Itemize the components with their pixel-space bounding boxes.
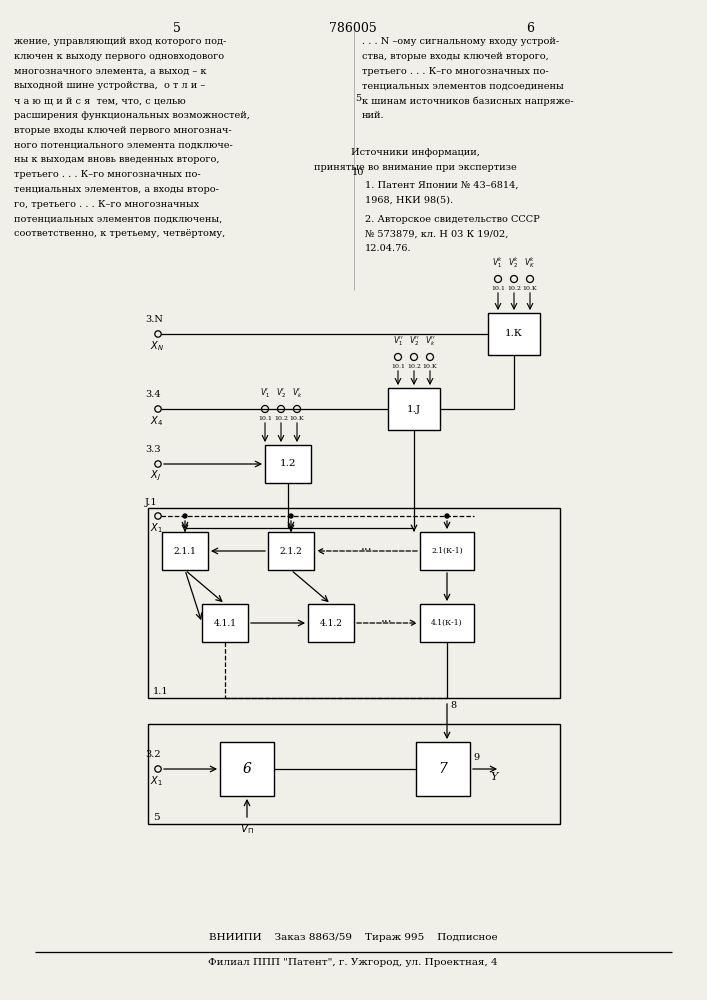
- Text: $V_{\Pi}$: $V_{\Pi}$: [240, 822, 254, 836]
- Text: 2.1(К-1): 2.1(К-1): [431, 547, 463, 555]
- Text: 786005: 786005: [329, 22, 377, 35]
- Text: вторые входы ключей первого многознач-: вторые входы ключей первого многознач-: [14, 126, 232, 135]
- Text: 1.2: 1.2: [280, 460, 296, 468]
- Text: 3.3: 3.3: [145, 445, 160, 454]
- Bar: [388, 388, 440, 430]
- Text: $V_1^k$: $V_1^k$: [492, 255, 503, 270]
- Bar: [488, 313, 540, 355]
- Text: $X_1$: $X_1$: [150, 774, 163, 788]
- Text: 5: 5: [153, 813, 160, 822]
- Text: го, третьего . . . К–го многозначных: го, третьего . . . К–го многозначных: [14, 200, 199, 209]
- Bar: [202, 604, 248, 642]
- Text: тенциальных элементов, а входы второ-: тенциальных элементов, а входы второ-: [14, 185, 219, 194]
- Bar: [416, 742, 470, 796]
- Text: к шинам источников базисных напряже-: к шинам источников базисных напряже-: [362, 96, 573, 106]
- Text: жение, управляющий вход которого под-: жение, управляющий вход которого под-: [14, 37, 226, 46]
- Bar: [268, 532, 314, 570]
- Text: ВНИИПИ    Заказ 8863/59    Тираж 995    Подписное: ВНИИПИ Заказ 8863/59 Тираж 995 Подписное: [209, 933, 497, 942]
- Text: 6: 6: [526, 22, 534, 35]
- Text: ...: ...: [361, 540, 373, 554]
- Text: выходной шине устройства,  о т л и –: выходной шине устройства, о т л и –: [14, 81, 205, 90]
- Text: 4.1(К-1): 4.1(К-1): [431, 619, 463, 627]
- Text: 10.K: 10.K: [522, 286, 537, 291]
- Text: 5: 5: [355, 94, 361, 103]
- Text: 10.K: 10.K: [290, 416, 304, 421]
- Text: 8: 8: [450, 701, 456, 710]
- Text: . . . N –ому сигнальному входу устрой-: . . . N –ому сигнальному входу устрой-: [362, 37, 559, 46]
- Text: 10.2: 10.2: [407, 364, 421, 369]
- Text: Источники информации,: Источники информации,: [351, 148, 479, 157]
- Text: 2.1.1: 2.1.1: [173, 546, 197, 556]
- Text: 6: 6: [243, 762, 252, 776]
- Bar: [420, 604, 474, 642]
- Text: $X_N$: $X_N$: [150, 339, 164, 353]
- Text: 2. Авторское свидетельство СССР: 2. Авторское свидетельство СССР: [365, 215, 539, 224]
- Text: ства, вторые входы ключей второго,: ства, вторые входы ключей второго,: [362, 52, 549, 61]
- Text: 10: 10: [352, 168, 364, 177]
- Text: 1.К: 1.К: [505, 330, 523, 338]
- Circle shape: [183, 514, 187, 518]
- Text: многозначного элемента, а выход – к: многозначного элемента, а выход – к: [14, 67, 206, 76]
- Text: 1.1: 1.1: [153, 687, 169, 696]
- Bar: [265, 445, 311, 483]
- Text: третьего . . . К–го многозначных по-: третьего . . . К–го многозначных по-: [14, 170, 201, 179]
- Text: 12.04.76.: 12.04.76.: [365, 244, 411, 253]
- Text: $V_1''$: $V_1''$: [392, 334, 404, 348]
- Text: № 573879, кл. Н 03 К 19/02,: № 573879, кл. Н 03 К 19/02,: [365, 229, 508, 238]
- Text: ны к выходам вновь введенных второго,: ны к выходам вновь введенных второго,: [14, 155, 219, 164]
- Text: 1. Патент Японии № 43–6814,: 1. Патент Японии № 43–6814,: [365, 181, 518, 190]
- Text: соответственно, к третьему, четвёртому,: соответственно, к третьему, четвёртому,: [14, 229, 226, 238]
- Bar: [148, 508, 560, 698]
- Text: 4.1.1: 4.1.1: [214, 618, 237, 628]
- Text: $X_4$: $X_4$: [150, 414, 163, 428]
- Bar: [148, 724, 560, 824]
- Text: ного потенциального элемента подключе-: ного потенциального элемента подключе-: [14, 141, 233, 150]
- Text: ключен к выходу первого одновходового: ключен к выходу первого одновходового: [14, 52, 224, 61]
- Text: 1.J: 1.J: [407, 404, 421, 414]
- Text: $V_K^k$: $V_K^k$: [525, 255, 536, 270]
- Circle shape: [445, 514, 449, 518]
- Text: тенциальных элементов подсоединены: тенциальных элементов подсоединены: [362, 81, 563, 90]
- Bar: [420, 532, 474, 570]
- Text: 10.1: 10.1: [491, 286, 505, 291]
- Text: $V_k''$: $V_k''$: [425, 334, 436, 348]
- Text: ...: ...: [381, 612, 393, 626]
- Bar: [308, 604, 354, 642]
- Text: $V_k'$: $V_k'$: [292, 386, 303, 400]
- Text: 7: 7: [438, 762, 448, 776]
- Text: 4.1.2: 4.1.2: [320, 618, 342, 628]
- Text: $X_J$: $X_J$: [150, 469, 161, 483]
- Text: Y: Y: [490, 772, 498, 782]
- Text: 3.4: 3.4: [145, 390, 160, 399]
- Text: принятые во внимание при экспертизе: принятые во внимание при экспертизе: [314, 163, 516, 172]
- Text: $V_1'$: $V_1'$: [260, 386, 270, 400]
- Text: расширения функциональных возможностей,: расширения функциональных возможностей,: [14, 111, 250, 120]
- Circle shape: [289, 514, 293, 518]
- Text: $V_2'$: $V_2'$: [276, 386, 286, 400]
- Text: 5: 5: [173, 22, 181, 35]
- Text: 3.2: 3.2: [145, 750, 160, 759]
- Text: $V_2''$: $V_2''$: [409, 334, 419, 348]
- Text: ч а ю щ и й с я  тем, что, с целью: ч а ю щ и й с я тем, что, с целью: [14, 96, 186, 105]
- Text: третьего . . . К–го многозначных по-: третьего . . . К–го многозначных по-: [362, 67, 549, 76]
- Text: Филиал ППП "Патент", г. Ужгород, ул. Проектная, 4: Филиал ППП "Патент", г. Ужгород, ул. Про…: [208, 958, 498, 967]
- Text: 10.2: 10.2: [507, 286, 521, 291]
- Text: 10.1: 10.1: [391, 364, 405, 369]
- Text: 10.1: 10.1: [258, 416, 272, 421]
- Text: 3.N: 3.N: [145, 315, 163, 324]
- Text: потенциальных элементов подключены,: потенциальных элементов подключены,: [14, 215, 222, 224]
- Text: 10.K: 10.K: [423, 364, 438, 369]
- Text: 2.1.2: 2.1.2: [280, 546, 303, 556]
- Text: 1968, НКИ 98(5).: 1968, НКИ 98(5).: [365, 195, 453, 204]
- Text: 9: 9: [473, 753, 479, 762]
- Text: $X_1$: $X_1$: [150, 521, 163, 535]
- Text: 10.2: 10.2: [274, 416, 288, 421]
- Bar: [220, 742, 274, 796]
- Text: J.1: J.1: [145, 498, 158, 507]
- Bar: [162, 532, 208, 570]
- Text: $V_2^k$: $V_2^k$: [508, 255, 520, 270]
- Text: ний.: ний.: [362, 111, 385, 120]
